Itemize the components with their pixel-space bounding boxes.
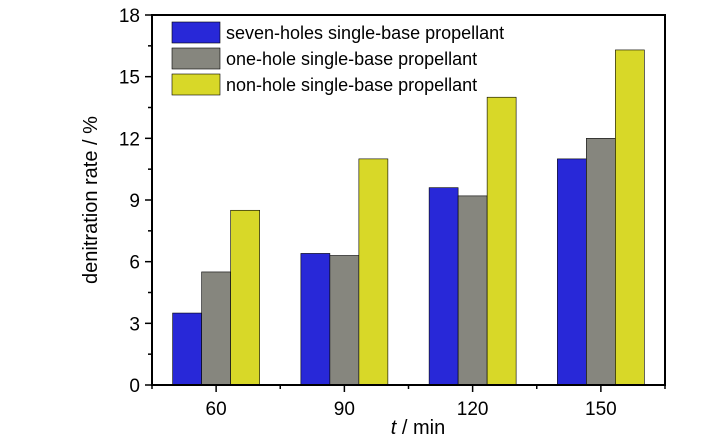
- bar-series3-90: [358, 158, 389, 386]
- y-axis-label: denitration rate / %: [80, 116, 102, 284]
- y-tick-label-3: 3: [129, 314, 140, 335]
- bar-series2-150: [586, 138, 616, 386]
- bars-group: [172, 49, 645, 386]
- x-axis-label: t / min: [391, 417, 445, 439]
- x-tick-label-150: 150: [585, 399, 617, 420]
- x-tick-label-120: 120: [457, 399, 489, 420]
- x-tick-label-90: 90: [334, 399, 355, 420]
- legend-label-1: seven-holes single-base propellant: [226, 23, 504, 43]
- y-tick-label-9: 9: [129, 191, 140, 212]
- y-tick-label-15: 15: [119, 68, 140, 89]
- bar-series2-90: [329, 255, 360, 386]
- legend-swatch-3: [171, 73, 221, 96]
- legend-label-2: one-hole single-base propellant: [226, 49, 477, 69]
- x-axis-unit: / min: [396, 417, 445, 439]
- bar-series1-90: [300, 253, 331, 386]
- bar-series3-60: [230, 209, 260, 386]
- x-axis-variable: t: [391, 417, 398, 439]
- legend-swatch-2: [171, 47, 221, 70]
- y-tick-label-12: 12: [119, 129, 140, 150]
- x-tick-label-60: 60: [206, 399, 227, 420]
- legend-swatch-1: [171, 21, 221, 44]
- y-tick-label-18: 18: [119, 6, 140, 27]
- bar-series1-150: [557, 158, 587, 386]
- tick-labels-group: 0 3 6 9 12 15 18 60 90 120 150: [119, 6, 617, 420]
- legend: seven-holes single-base propellant one-ho…: [171, 21, 504, 96]
- bar-series1-60: [172, 312, 202, 386]
- bar-series1-120: [428, 187, 459, 386]
- y-tick-label-6: 6: [129, 253, 140, 274]
- bar-series3-150: [615, 49, 645, 386]
- bar-series2-60: [201, 271, 231, 386]
- axes-group: [145, 14, 666, 392]
- y-tick-label-0: 0: [129, 376, 140, 397]
- bar-series2-120: [457, 195, 488, 386]
- bar-series3-120: [486, 96, 517, 386]
- legend-label-3: non-hole single-base propellant: [226, 75, 477, 95]
